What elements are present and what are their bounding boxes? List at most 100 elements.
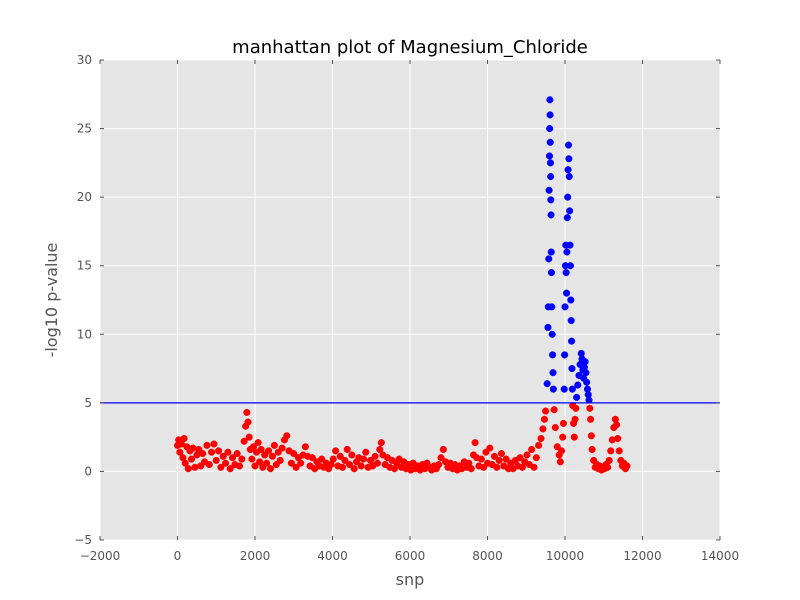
x-tick-label: 6000 bbox=[395, 549, 426, 563]
data-point bbox=[546, 111, 554, 119]
data-point bbox=[235, 462, 244, 470]
data-point bbox=[341, 456, 349, 465]
data-point bbox=[308, 454, 316, 462]
data-point bbox=[516, 454, 524, 462]
x-axis-title: snp bbox=[396, 570, 425, 589]
data-point bbox=[292, 463, 300, 471]
y-tick-label: 25 bbox=[77, 122, 92, 136]
data-point bbox=[557, 447, 566, 455]
data-point bbox=[287, 459, 295, 467]
data-point bbox=[582, 369, 590, 377]
data-point bbox=[435, 461, 443, 469]
data-point bbox=[546, 96, 554, 104]
data-point bbox=[546, 138, 554, 146]
data-point bbox=[547, 269, 555, 277]
data-point bbox=[588, 445, 596, 454]
data-point bbox=[530, 463, 538, 471]
data-point bbox=[270, 441, 278, 449]
x-tick-label: −2000 bbox=[80, 549, 121, 563]
data-point bbox=[563, 248, 571, 256]
y-tick-label: −5 bbox=[74, 533, 92, 547]
x-tick-label: 0 bbox=[174, 549, 182, 563]
data-point bbox=[251, 462, 259, 470]
data-point bbox=[572, 404, 580, 412]
data-point bbox=[180, 434, 188, 443]
data-point bbox=[362, 448, 370, 456]
data-point bbox=[497, 450, 506, 458]
y-tick-labels: −5 0 5 10 15 20 25 30 bbox=[74, 53, 92, 547]
data-point bbox=[254, 439, 262, 447]
data-point bbox=[224, 448, 232, 456]
data-points bbox=[173, 96, 631, 474]
data-point bbox=[570, 433, 578, 441]
data-point bbox=[546, 159, 555, 167]
data-point bbox=[574, 381, 582, 389]
data-point bbox=[205, 461, 213, 469]
data-point bbox=[563, 289, 571, 297]
data-point bbox=[245, 433, 253, 441]
data-point bbox=[614, 434, 622, 443]
data-point bbox=[467, 465, 475, 473]
data-point bbox=[568, 385, 576, 393]
data-point bbox=[233, 450, 241, 458]
data-point bbox=[189, 444, 197, 452]
data-point bbox=[187, 455, 195, 463]
data-point bbox=[301, 443, 309, 451]
data-point bbox=[564, 141, 573, 149]
data-point bbox=[336, 452, 344, 460]
data-point bbox=[563, 214, 571, 222]
x-tick-label: 14000 bbox=[701, 549, 739, 563]
data-point bbox=[581, 358, 589, 366]
data-point bbox=[210, 440, 218, 448]
data-point bbox=[549, 369, 557, 377]
data-point bbox=[191, 463, 199, 471]
data-point bbox=[371, 452, 379, 460]
data-point bbox=[244, 418, 252, 426]
data-point bbox=[439, 445, 447, 454]
data-point bbox=[528, 445, 536, 454]
data-point bbox=[265, 447, 273, 455]
data-point bbox=[605, 456, 613, 465]
data-point bbox=[566, 241, 574, 249]
data-point bbox=[219, 452, 227, 460]
data-point bbox=[471, 439, 479, 447]
data-point bbox=[568, 365, 576, 373]
data-point bbox=[217, 463, 225, 471]
data-point bbox=[222, 459, 230, 467]
data-point bbox=[373, 459, 382, 467]
y-tick-label: 30 bbox=[77, 53, 92, 67]
data-point bbox=[297, 459, 305, 467]
data-point bbox=[318, 455, 326, 463]
data-point bbox=[238, 455, 246, 463]
data-point bbox=[348, 451, 356, 459]
data-point bbox=[559, 419, 568, 427]
data-point bbox=[346, 461, 354, 469]
data-point bbox=[549, 385, 557, 393]
data-point bbox=[199, 450, 207, 458]
data-point bbox=[566, 262, 574, 270]
data-point bbox=[495, 456, 503, 465]
chart-title: manhattan plot of Magnesium_Chloride bbox=[232, 37, 588, 58]
x-tick-label: 8000 bbox=[472, 549, 503, 563]
data-point bbox=[542, 407, 550, 415]
x-tick-label: 4000 bbox=[317, 549, 348, 563]
data-point bbox=[537, 434, 545, 443]
data-point bbox=[377, 439, 385, 447]
data-point bbox=[560, 385, 568, 393]
data-point bbox=[566, 207, 574, 215]
data-point bbox=[565, 155, 573, 163]
data-point bbox=[587, 415, 595, 423]
data-point bbox=[561, 351, 569, 359]
data-point bbox=[550, 406, 558, 414]
data-point bbox=[176, 448, 184, 456]
x-tick-labels: −2000 0 2000 4000 6000 8000 10000 12000 14000 bbox=[80, 549, 739, 563]
data-point bbox=[556, 458, 564, 466]
data-point bbox=[562, 269, 570, 277]
data-point bbox=[547, 173, 555, 181]
data-point bbox=[549, 351, 557, 359]
data-point bbox=[437, 454, 445, 462]
data-point bbox=[226, 465, 234, 473]
y-axis-title: -log10 p-value bbox=[42, 243, 61, 358]
data-point bbox=[564, 193, 572, 201]
